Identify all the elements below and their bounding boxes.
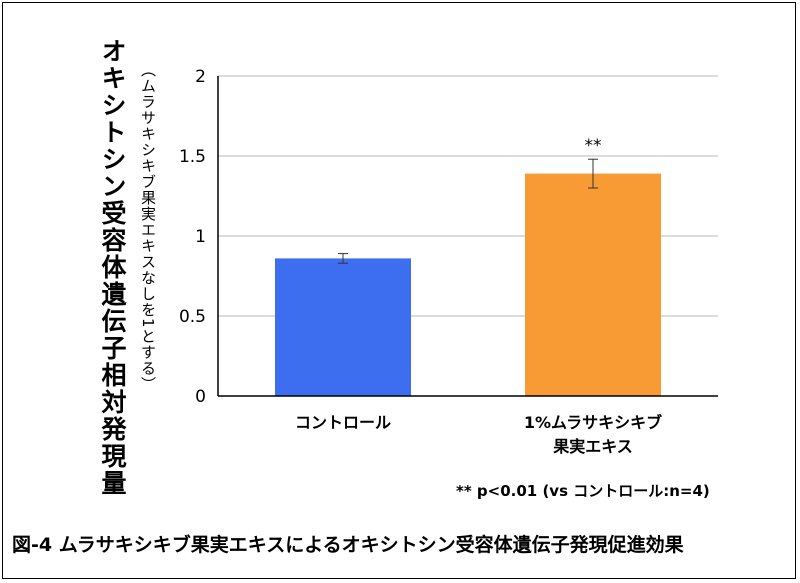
bars xyxy=(275,173,661,396)
category-label: コントロール xyxy=(295,413,391,432)
y-tick-label: 0 xyxy=(195,387,206,407)
y-tick-label: 0.5 xyxy=(179,307,206,327)
category-label: 1%ムラサキシキブ xyxy=(524,413,662,432)
footnote: ** p<0.01 (vs コントロール:n=4) xyxy=(456,482,710,500)
category-label-line2: 果実エキス xyxy=(552,437,633,456)
y-axis-sublabel: （ムラサキシキブ果実エキスなしを1とする） xyxy=(139,62,157,393)
significance-mark: ** xyxy=(585,136,602,156)
category-labels: コントロール 1%ムラサキシキブ果実エキス xyxy=(295,413,662,456)
y-tick-label: 1.5 xyxy=(179,147,206,167)
y-tick-label: 2 xyxy=(195,67,206,87)
y-tick-labels: 0 0.5 1 1.5 2 xyxy=(179,67,206,407)
y-axis-label: オキシトシン受容体遺伝子相対発現量 xyxy=(98,38,127,497)
bar xyxy=(525,173,661,396)
figure-caption: 図-4 ムラサキシキブ果実エキスによるオキシトシン受容体遺伝子発現促進効果 xyxy=(12,534,684,556)
y-tick-label: 1 xyxy=(195,227,206,247)
bar xyxy=(275,258,411,396)
significance-annotations: ** xyxy=(585,136,602,156)
error-bars xyxy=(338,158,598,264)
